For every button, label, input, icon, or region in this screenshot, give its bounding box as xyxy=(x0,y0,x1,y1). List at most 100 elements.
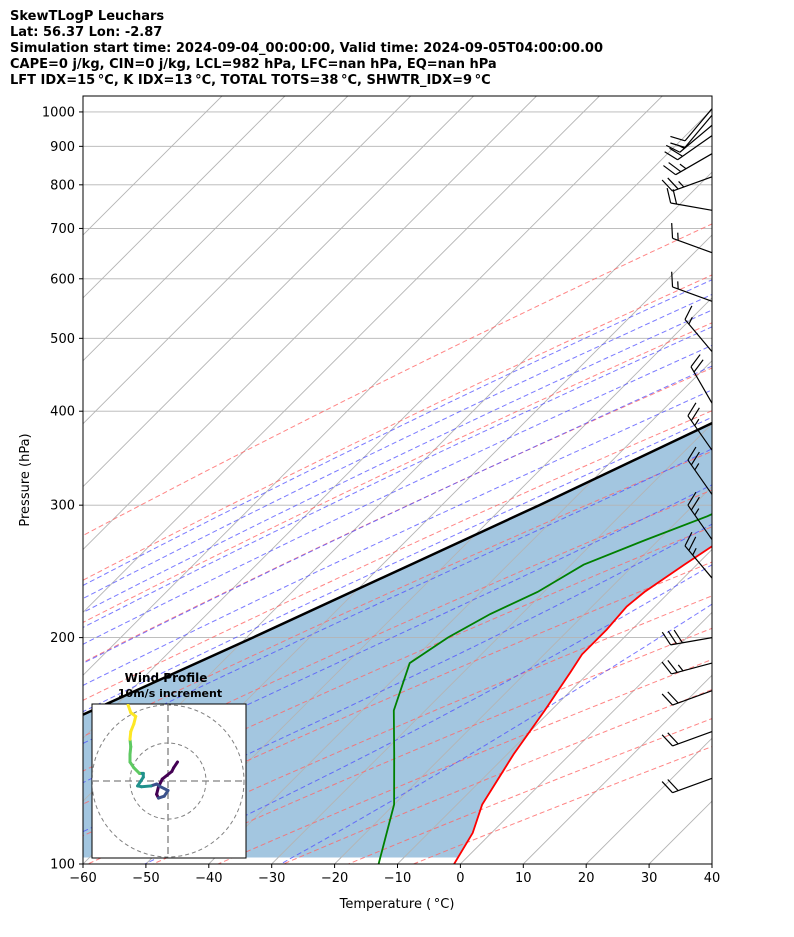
wind-barb-feather xyxy=(667,779,679,792)
wind-barb-feather xyxy=(661,693,673,706)
wind-barb xyxy=(687,402,713,451)
moist-adiabat xyxy=(83,279,712,586)
wind-barb-feather xyxy=(687,402,697,417)
wind-barb xyxy=(661,176,713,192)
wind-barb xyxy=(670,108,713,142)
y-axis-label: Pressure (hPa) xyxy=(18,433,33,526)
wind-barb-staff xyxy=(672,731,713,747)
wind-barb-staff xyxy=(679,124,713,153)
hodograph-segment xyxy=(126,704,133,715)
wind-barb xyxy=(661,777,713,794)
wind-barb-staff xyxy=(672,286,713,302)
wind-barb-feather xyxy=(669,147,683,157)
wind-barb-feather xyxy=(678,181,685,188)
wind-barb-feather xyxy=(672,189,678,205)
moist-adiabat xyxy=(83,523,712,833)
isotherm-line xyxy=(83,96,663,676)
y-tick-label: 600 xyxy=(50,272,75,287)
station-coordinates: Lat: 56.37 Lon: -2.87 xyxy=(10,25,163,40)
isotherm-line xyxy=(83,108,712,739)
hodograph-segment xyxy=(160,770,174,781)
simulation-times: Simulation start time: 2024-09-04_00:00:… xyxy=(10,41,603,56)
wind-barb xyxy=(690,354,713,404)
isotherm-line xyxy=(522,674,712,864)
isotherm-line xyxy=(145,297,712,864)
mixing-ratio-line xyxy=(754,96,794,279)
wind-barb-feather xyxy=(661,661,672,675)
wind-barb-feather xyxy=(663,165,676,176)
y-tick-label: 100 xyxy=(50,858,75,873)
wind-barb-feather xyxy=(661,734,673,747)
x-tick-label: 30 xyxy=(641,871,658,886)
wind-barb xyxy=(687,491,713,540)
wind-barb-feather xyxy=(664,151,678,161)
wind-barb-staff xyxy=(687,504,713,540)
isotherm-line xyxy=(83,96,600,614)
isotherm-line xyxy=(83,96,349,362)
dewpoint-profile-line xyxy=(377,513,712,864)
wind-barb xyxy=(665,124,713,153)
temperature-profile-line xyxy=(453,545,712,864)
wind-barb xyxy=(663,153,713,176)
wind-barb-feather xyxy=(670,142,686,148)
wind-barb-staff xyxy=(684,108,713,142)
wind-barb xyxy=(666,188,713,211)
wind-barb xyxy=(661,731,713,747)
wind-barb-feather xyxy=(661,631,672,646)
x-tick-label: 20 xyxy=(578,871,595,886)
x-tick-label: 40 xyxy=(704,871,721,886)
wind-barb-feather xyxy=(694,418,700,426)
wind-barb-staff xyxy=(671,662,713,675)
wind-barb-feather xyxy=(667,691,679,704)
wind-barb-staff xyxy=(675,153,713,176)
chart-header: SkewTLogP Leuchars Lat: 56.37 Lon: -2.87… xyxy=(10,9,603,89)
y-tick-label: 1000 xyxy=(42,105,75,120)
wind-barb-staff xyxy=(672,237,713,254)
isotherm-line xyxy=(83,96,286,299)
isotherm-line xyxy=(334,485,712,864)
y-tick-label: 400 xyxy=(50,405,75,420)
x-tick-label: −40 xyxy=(195,871,222,886)
wind-barb-feather xyxy=(665,144,681,153)
wind-barb xyxy=(687,446,713,495)
wind-barb-feather xyxy=(688,317,693,325)
wind-barb-feather xyxy=(690,407,700,422)
dry-adiabat xyxy=(83,274,712,581)
wind-barb-feather xyxy=(687,446,697,461)
wind-barb-feather xyxy=(692,548,697,556)
x-tick-label: −60 xyxy=(69,871,96,886)
wind-barb xyxy=(661,690,713,706)
wind-barb xyxy=(671,223,713,254)
wind-barb-feather xyxy=(671,271,674,287)
wind-barb-feather xyxy=(667,660,678,673)
wind-barb-feather xyxy=(673,629,683,644)
wind-barb xyxy=(661,629,713,646)
isotherm-line xyxy=(83,96,537,551)
stability-indices-1: CAPE=0 j/kg, CIN=0 j/kg, LCL=982 hPa, LF… xyxy=(10,57,497,72)
y-tick-label: 300 xyxy=(50,499,75,514)
wind-barb-feather xyxy=(667,630,678,645)
wind-barb-staff xyxy=(672,690,713,706)
wind-barb-feather xyxy=(661,781,673,794)
y-tick-label: 200 xyxy=(50,631,75,646)
wind-barb-staff xyxy=(670,202,713,211)
station-title: SkewTLogP Leuchars xyxy=(10,9,165,24)
wind-barb-staff xyxy=(684,319,713,353)
x-tick-label: 0 xyxy=(456,871,464,886)
dry-adiabat xyxy=(83,322,712,623)
hodograph-title: Wind Profile xyxy=(125,671,208,685)
wind-barb xyxy=(664,135,713,161)
wind-barb-feather xyxy=(667,177,679,190)
wind-barb-feather xyxy=(690,496,700,511)
wind-barb xyxy=(661,660,713,675)
wind-barb xyxy=(684,305,713,353)
x-axis-label: Temperature ( °C) xyxy=(339,897,455,912)
wind-barb-staff xyxy=(670,637,713,646)
wind-barb-feather xyxy=(694,508,700,516)
dry-adiabat xyxy=(83,223,712,537)
parcel-profile-line xyxy=(83,421,712,717)
y-tick-label: 500 xyxy=(50,332,75,347)
moist-adiabat xyxy=(83,484,712,784)
isotherm-line xyxy=(460,611,712,864)
dry-adiabat xyxy=(83,410,712,701)
